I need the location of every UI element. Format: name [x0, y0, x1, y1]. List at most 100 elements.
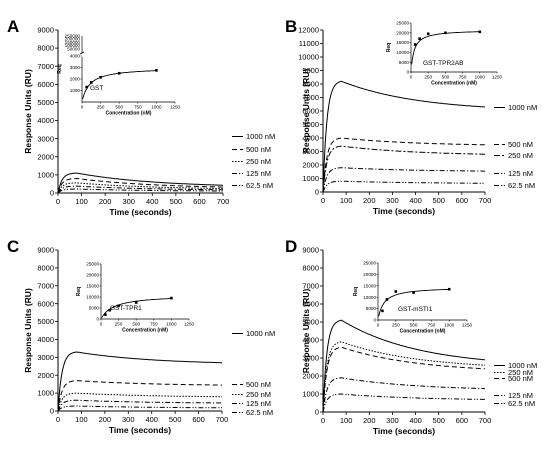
- x-tick-label: 100: [340, 196, 353, 205]
- inset-x-tick-label: 1000: [151, 105, 162, 110]
- inset-y-tick-label: 10000: [396, 50, 409, 55]
- series-line: [322, 137, 486, 193]
- x-tick-label: 300: [122, 197, 135, 206]
- x-axis-label: Time (seconds): [373, 426, 435, 436]
- y-tick-label: 9000: [302, 246, 319, 255]
- inset-x-tick-label: 0: [81, 105, 84, 110]
- x-tick-label: 700: [479, 416, 492, 425]
- inset-data-point: [381, 309, 384, 313]
- series-line: [57, 185, 223, 194]
- y-tick-label: 0: [315, 188, 319, 197]
- legend-label: 62.5 nM: [246, 181, 273, 190]
- inset-y-tick-label: 25000: [86, 262, 99, 267]
- inset-y-tick-label: 25000: [363, 261, 376, 266]
- inset-x-axis-label: Concentration (nM): [400, 329, 446, 335]
- inset-x-axis-label: Concentration (nM): [106, 111, 152, 117]
- inset-name: GST-TPR1: [110, 305, 142, 312]
- y-tick-label: 1000: [37, 389, 54, 398]
- inset-y-axis-label: Req: [76, 287, 82, 296]
- y-tick-label: 7000: [302, 93, 319, 102]
- legend-label: 500 nM: [508, 140, 533, 149]
- y-tick-label: 0: [315, 408, 319, 417]
- series-line: [322, 377, 485, 413]
- inset-x-tick-label: 250: [115, 322, 123, 327]
- inset-data-point: [414, 43, 417, 46]
- inset-x-tick-label: 1250: [462, 323, 473, 328]
- inset-data-point: [134, 301, 138, 304]
- y-tick-label: 7000: [37, 62, 54, 71]
- chart-panel-b: B010002000300040005000600070008000900010…: [285, 17, 537, 216]
- x-tick-label: 500: [170, 197, 183, 206]
- y-tick-label: 8000: [302, 80, 319, 89]
- x-tick-label: 0: [56, 197, 60, 206]
- inset-y-tick-label: 150000: [65, 40, 81, 45]
- panel-label: B: [285, 17, 297, 36]
- inset-x-tick-label: 1000: [444, 323, 455, 328]
- panel-label: A: [7, 17, 19, 36]
- x-tick-label: 200: [363, 416, 376, 425]
- y-tick-label: 11000: [299, 39, 319, 48]
- inset-y-tick-label: 5000: [89, 306, 100, 311]
- x-tick-label: 300: [386, 416, 399, 425]
- inset-y-tick-label: 100000: [65, 43, 81, 48]
- series-line: [57, 188, 223, 194]
- inset-data-point: [412, 291, 415, 294]
- x-axis-label: Time (seconds): [373, 206, 435, 216]
- series-line: [57, 182, 223, 194]
- series-line: [322, 341, 486, 413]
- inset-x-tick-label: 500: [132, 322, 140, 327]
- inset-data-point: [385, 298, 389, 301]
- inset-x-tick-label: 250: [392, 323, 400, 328]
- inset-x-tick-label: 1250: [170, 105, 181, 110]
- inset-y-tick-label: 3000: [70, 65, 81, 70]
- x-tick-label: 500: [432, 196, 445, 205]
- inset-data-point: [444, 31, 447, 35]
- inset-y-tick-label: 200000: [65, 37, 81, 42]
- y-tick-label: 9000: [37, 246, 54, 255]
- y-tick-label: 2000: [37, 152, 54, 161]
- series-line: [322, 319, 486, 413]
- inset-name: GST-TPR2AB: [423, 60, 463, 67]
- inset-data-point: [418, 37, 421, 40]
- panel-label: D: [285, 237, 297, 256]
- inset-x-axis-label: Concentration (nM): [431, 81, 477, 87]
- legend-label: 1000 nM: [246, 329, 275, 338]
- x-tick-label: 400: [146, 197, 159, 206]
- x-tick-label: 0: [321, 416, 325, 425]
- series-line: [322, 180, 485, 193]
- y-axis-label: Response Units (RU): [301, 69, 311, 154]
- inset-plot: 0 5000 10000 15000 20000 25000 0 250 500 750 1000 1…: [386, 21, 503, 87]
- inset-y-tick-label: 250000: [65, 34, 81, 39]
- legend-label: 500 nM: [508, 374, 533, 383]
- x-tick-label: 600: [456, 416, 469, 425]
- x-tick-label: 0: [56, 415, 60, 424]
- inset-y-axis-label: Req: [57, 64, 63, 73]
- y-tick-label: 1000: [302, 174, 319, 183]
- y-tick-label: 12000: [298, 26, 319, 35]
- legend-label: 1000 nM: [246, 132, 275, 141]
- legend-label: 125 nM: [246, 169, 271, 178]
- inset-y-tick-label: 20000: [396, 30, 409, 35]
- y-tick-label: 3000: [37, 353, 54, 362]
- y-tick-label: 1000: [37, 170, 54, 179]
- inset-y-tick-label: 50000: [67, 46, 80, 51]
- y-tick-label: 0: [50, 189, 54, 198]
- inset-y-tick-label: 15000: [363, 283, 376, 288]
- inset-y-tick-label: 5000: [366, 306, 377, 311]
- legend-label: 125 nM: [508, 169, 533, 178]
- x-tick-label: 600: [192, 415, 205, 424]
- inset-y-axis-label: Req: [353, 287, 359, 296]
- series-line: [57, 405, 222, 412]
- y-tick-label: 4000: [302, 336, 319, 345]
- inset-y-tick-label: 1000: [70, 88, 81, 93]
- inset-data-point: [85, 85, 88, 89]
- x-tick-label: 500: [432, 416, 445, 425]
- inset-data-point: [99, 75, 102, 79]
- x-tick-label: 700: [216, 415, 229, 424]
- inset-data-point: [170, 296, 173, 300]
- x-tick-label: 700: [217, 197, 230, 206]
